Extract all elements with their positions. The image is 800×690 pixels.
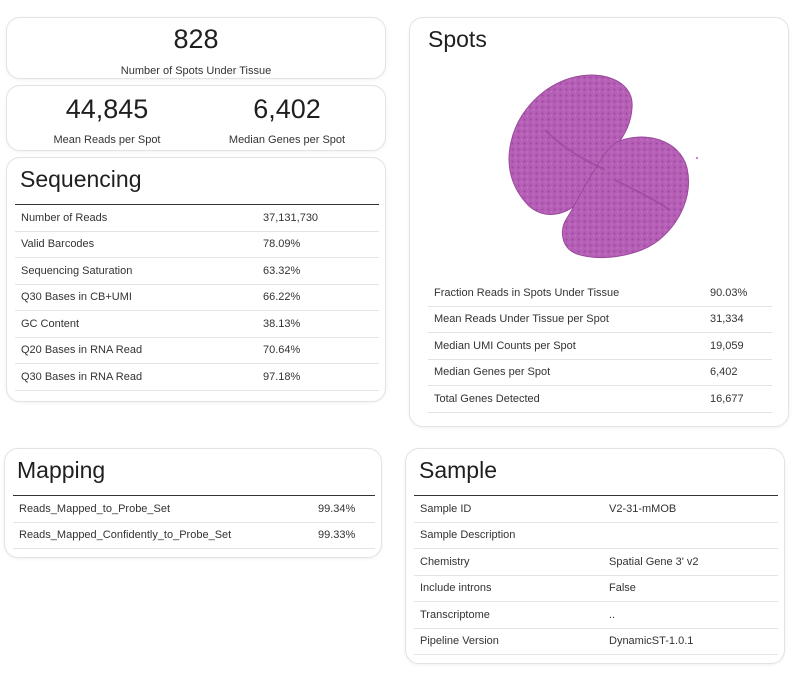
- mapping-table: Reads_Mapped_to_Probe_Set 99.34% Reads_Ma…: [13, 495, 375, 549]
- table-row: Q20 Bases in RNA Read 70.64%: [15, 338, 379, 364]
- table-row: Q30 Bases in CB+UMI 66.22%: [15, 285, 379, 311]
- table-row: Mean Reads Under Tissue per Spot 31,334: [428, 307, 772, 333]
- mapping-title: Mapping: [17, 457, 106, 483]
- tissue-image: [508, 74, 698, 259]
- reads-genes-card: 44,845 Mean Reads per Spot 6,402 Median …: [6, 85, 386, 151]
- table-row: Number of Reads 37,131,730: [15, 205, 379, 232]
- table-row: Median UMI Counts per Spot 19,059: [428, 333, 772, 360]
- mean-reads-label: Mean Reads per Spot: [53, 134, 161, 146]
- row-key: Reads_Mapped_to_Probe_Set: [19, 502, 171, 515]
- table-row: Q30 Bases in RNA Read 97.18%: [15, 364, 379, 391]
- row-value: DynamicST-1.0.1: [609, 635, 694, 648]
- table-row: Sample Description: [414, 523, 778, 549]
- row-key: Valid Barcodes: [21, 238, 95, 251]
- row-value: 97.18%: [263, 370, 301, 383]
- row-key: Number of Reads: [21, 211, 108, 224]
- row-key: Fraction Reads in Spots Under Tissue: [434, 286, 620, 299]
- row-value: 99.34%: [318, 502, 356, 515]
- spots-under-tissue-label: Number of Spots Under Tissue: [120, 65, 272, 77]
- row-key: GC Content: [21, 317, 80, 330]
- row-value: 37,131,730: [263, 211, 319, 224]
- row-key: Chemistry: [420, 555, 470, 568]
- row-value: 6,402: [710, 366, 738, 379]
- row-value: 31,334: [710, 313, 744, 326]
- row-key: Q20 Bases in RNA Read: [21, 344, 143, 357]
- median-genes-label: Median Genes per Spot: [228, 134, 346, 146]
- row-key: Median Genes per Spot: [434, 366, 551, 379]
- row-key: Sequencing Saturation: [21, 264, 133, 277]
- table-row: Reads_Mapped_to_Probe_Set 99.34%: [13, 496, 375, 523]
- table-row: Total Genes Detected 16,677: [428, 386, 772, 413]
- row-value: 63.32%: [263, 264, 301, 277]
- table-row: Reads_Mapped_Confidently_to_Probe_Set 99.…: [13, 523, 375, 549]
- row-value: 78.09%: [263, 238, 301, 251]
- row-key: Sample ID: [420, 502, 472, 515]
- row-value: V2-31-mMOB: [609, 502, 677, 515]
- row-value: 16,677: [710, 392, 744, 405]
- row-value: False: [609, 582, 636, 595]
- row-value: 19,059: [710, 339, 744, 352]
- mapping-card: Mapping Reads_Mapped_to_Probe_Set 99.34% …: [4, 448, 382, 558]
- table-row: GC Content 38.13%: [15, 311, 379, 338]
- median-genes-value: 6,402: [253, 94, 321, 124]
- row-key: Median UMI Counts per Spot: [434, 339, 576, 352]
- spots-under-tissue-card: 828 Number of Spots Under Tissue: [6, 17, 386, 79]
- row-value: Spatial Gene 3' v2: [609, 555, 699, 568]
- row-value: 66.22%: [263, 291, 301, 304]
- tissue-lower-lobe: [561, 136, 690, 259]
- sequencing-card: Sequencing Number of Reads 37,131,730 Val…: [6, 157, 386, 402]
- row-value: 90.03%: [710, 286, 748, 299]
- row-value: ..: [609, 608, 616, 621]
- row-key: Mean Reads Under Tissue per Spot: [434, 313, 609, 326]
- table-row: Fraction Reads in Spots Under Tissue 90.0…: [428, 280, 772, 307]
- row-key: Pipeline Version: [420, 635, 499, 648]
- row-key: Q30 Bases in CB+UMI: [21, 291, 132, 304]
- row-key: Transcriptome: [420, 608, 490, 621]
- spots-card: Spots Fraction Reads in Spots Under Tiss…: [409, 17, 789, 427]
- sample-card: Sample Sample ID V2-31-mMOB Sample Descri…: [405, 448, 785, 664]
- table-row: Sequencing Saturation 63.32%: [15, 258, 379, 285]
- table-row: Chemistry Spatial Gene 3' v2: [414, 549, 778, 576]
- row-value: 70.64%: [263, 344, 301, 357]
- row-key: Q30 Bases in RNA Read: [21, 370, 143, 383]
- row-key: Total Genes Detected: [434, 392, 540, 405]
- table-row: Valid Barcodes 78.09%: [15, 232, 379, 258]
- sample-table: Sample ID V2-31-mMOB Sample Description C…: [414, 495, 778, 655]
- row-key: Reads_Mapped_Confidently_to_Probe_Set: [19, 529, 232, 542]
- mean-reads-value: 44,845: [65, 94, 149, 124]
- table-row: Transcriptome..: [414, 602, 778, 629]
- sequencing-table: Number of Reads 37,131,730 Valid Barcodes…: [15, 204, 379, 391]
- table-row: Median Genes per Spot 6,402: [428, 360, 772, 386]
- spots-under-tissue-value: 828: [173, 24, 219, 54]
- row-value: 38.13%: [263, 317, 301, 330]
- table-row: Pipeline Version DynamicST-1.0.1: [414, 629, 778, 655]
- sample-title: Sample: [419, 457, 497, 483]
- spots-title: Spots: [428, 26, 487, 52]
- spots-table: Fraction Reads in Spots Under Tissue 90.0…: [428, 280, 772, 413]
- table-row: Sample ID V2-31-mMOB: [414, 496, 778, 523]
- row-key: Include introns: [420, 582, 492, 595]
- sequencing-title: Sequencing: [20, 166, 142, 192]
- row-value: 99.33%: [318, 529, 356, 542]
- table-row: Include introns False: [414, 576, 778, 602]
- row-key: Sample Description: [420, 529, 516, 542]
